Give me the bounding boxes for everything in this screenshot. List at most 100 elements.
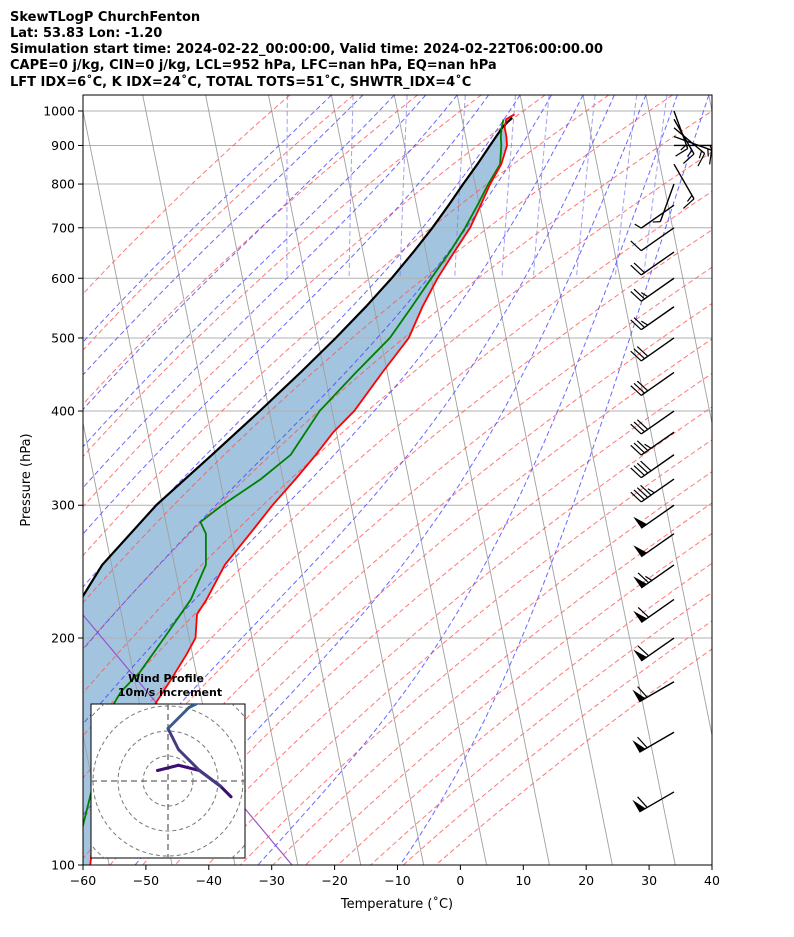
x-tick-label: 0 (456, 873, 464, 888)
wind-barb-feather (633, 489, 645, 501)
x-tick-label: 10 (515, 873, 531, 888)
wind-barb-staff (640, 306, 675, 331)
x-tick-label: 20 (578, 873, 594, 888)
wind-barb-feather (640, 292, 649, 298)
isotherm-line (205, 95, 362, 865)
wind-barb-feather (682, 153, 695, 164)
wind-barb-feather (630, 264, 642, 276)
moist-adiabat-line (83, 95, 427, 448)
moist-adiabat-line (83, 95, 395, 411)
wind-barb (673, 110, 689, 157)
wind-barb-feather (636, 487, 649, 498)
wind-barb-feather (686, 150, 693, 157)
wind-barb-feather (714, 145, 717, 159)
wind-barb (630, 478, 675, 503)
wind-barb (633, 504, 675, 529)
wind-barb-feather (698, 150, 703, 159)
wind-barb-feather (636, 440, 649, 451)
x-tick-label: −20 (321, 873, 347, 888)
wind-barb-feather (636, 346, 649, 357)
hodograph (91, 704, 245, 858)
wind-barb (630, 371, 675, 396)
wind-barb-pennant (633, 576, 647, 588)
wind-barb-pennant (632, 740, 646, 753)
dry-adiabat-line (305, 532, 712, 865)
y-tick-label: 800 (51, 177, 75, 192)
hodograph-segment (177, 763, 201, 772)
dry-adiabat-line (109, 338, 712, 865)
wind-barb (632, 731, 675, 753)
hodograph-segment (198, 769, 222, 788)
wind-barb-feather (637, 572, 650, 584)
cape-fill-polygon (83, 114, 515, 865)
moist-adiabat-line (83, 95, 552, 651)
wind-barb-staff (673, 110, 689, 149)
isotherm-line (708, 95, 712, 114)
wind-barb-feather (636, 380, 649, 392)
wind-barb-feather (633, 288, 645, 300)
wind-barb (630, 337, 675, 362)
wind-barb (633, 564, 675, 589)
mixing-ratio-line (614, 95, 638, 279)
wind-barb-feather (630, 319, 642, 331)
wind-barb-staff (640, 533, 675, 558)
isotherm-line (645, 95, 712, 426)
wind-barb-staff (640, 371, 675, 396)
parcel-profile-line (83, 116, 513, 599)
wind-profile-inset: Wind Profile 10m/s increment (90, 672, 246, 859)
moist-adiabat-line (83, 95, 521, 588)
wind-barb-feather (636, 462, 649, 474)
wind-barb (630, 431, 675, 456)
wind-barb-feather (637, 736, 648, 749)
hodograph-segment (166, 706, 191, 730)
wind-barb (630, 251, 675, 276)
wind-barb-pennant (633, 516, 647, 529)
y-tick-label: 600 (51, 271, 75, 286)
moist-adiabat-line (134, 95, 647, 865)
wind-barb (673, 163, 695, 209)
wind-barb-feather (644, 443, 652, 449)
x-tick-label: −60 (70, 873, 96, 888)
isotherm-line (268, 95, 425, 865)
wind-barb-feather (630, 423, 642, 435)
wind-barb-feather (633, 442, 645, 454)
wind-barb-staff (640, 251, 675, 276)
wind-barb-feather (697, 153, 706, 167)
wind-barb-pennant (633, 610, 647, 623)
isotherm-line (142, 95, 299, 865)
y-tick-label: 900 (51, 138, 75, 153)
wind-barb (652, 183, 675, 223)
y-tick-label: 100 (51, 858, 75, 873)
dry-adiabat-line (83, 95, 355, 351)
wind-barb-feather (640, 320, 649, 326)
wind-barb (633, 637, 675, 662)
wind-barb-pennant (632, 689, 646, 702)
hodograph-segment (187, 704, 200, 709)
wind-barb (630, 410, 675, 435)
y-tick-label: 700 (51, 220, 75, 235)
isotherm-line (772, 95, 794, 865)
wind-barb (632, 791, 675, 813)
mixing-ratio-line (348, 95, 354, 279)
mixing-ratio-line (642, 95, 668, 279)
wind-barb (630, 227, 675, 252)
hodograph-ring (117, 730, 219, 832)
hodograph-segment (219, 784, 233, 799)
isotherm-line (519, 95, 676, 865)
wind-barb (673, 127, 706, 167)
dry-adiabat-line (142, 372, 712, 865)
wind-barb-pennant (632, 799, 646, 812)
wind-barb-feather (630, 385, 642, 396)
header-line-5: LFT IDX=6˚C, K IDX=24˚C, TOTAL TOTS=51˚C… (10, 74, 471, 90)
wind-barb-staff (640, 277, 675, 302)
y-tick-label: 1000 (43, 103, 75, 118)
x-axis-label: Temperature (˚C) (340, 896, 453, 912)
dry-adiabat-line (83, 95, 610, 557)
mixing-ratio-line (501, 95, 516, 279)
wind-barb-feather (633, 421, 645, 433)
mixing-ratio-line (399, 95, 408, 279)
x-axis-ticks: −60 −50 −40 −30 −20 −10 0 10 20 30 40 (70, 865, 720, 888)
wind-barb-staff (640, 454, 675, 479)
wind-barb (634, 204, 675, 229)
x-tick-label: −30 (259, 873, 285, 888)
